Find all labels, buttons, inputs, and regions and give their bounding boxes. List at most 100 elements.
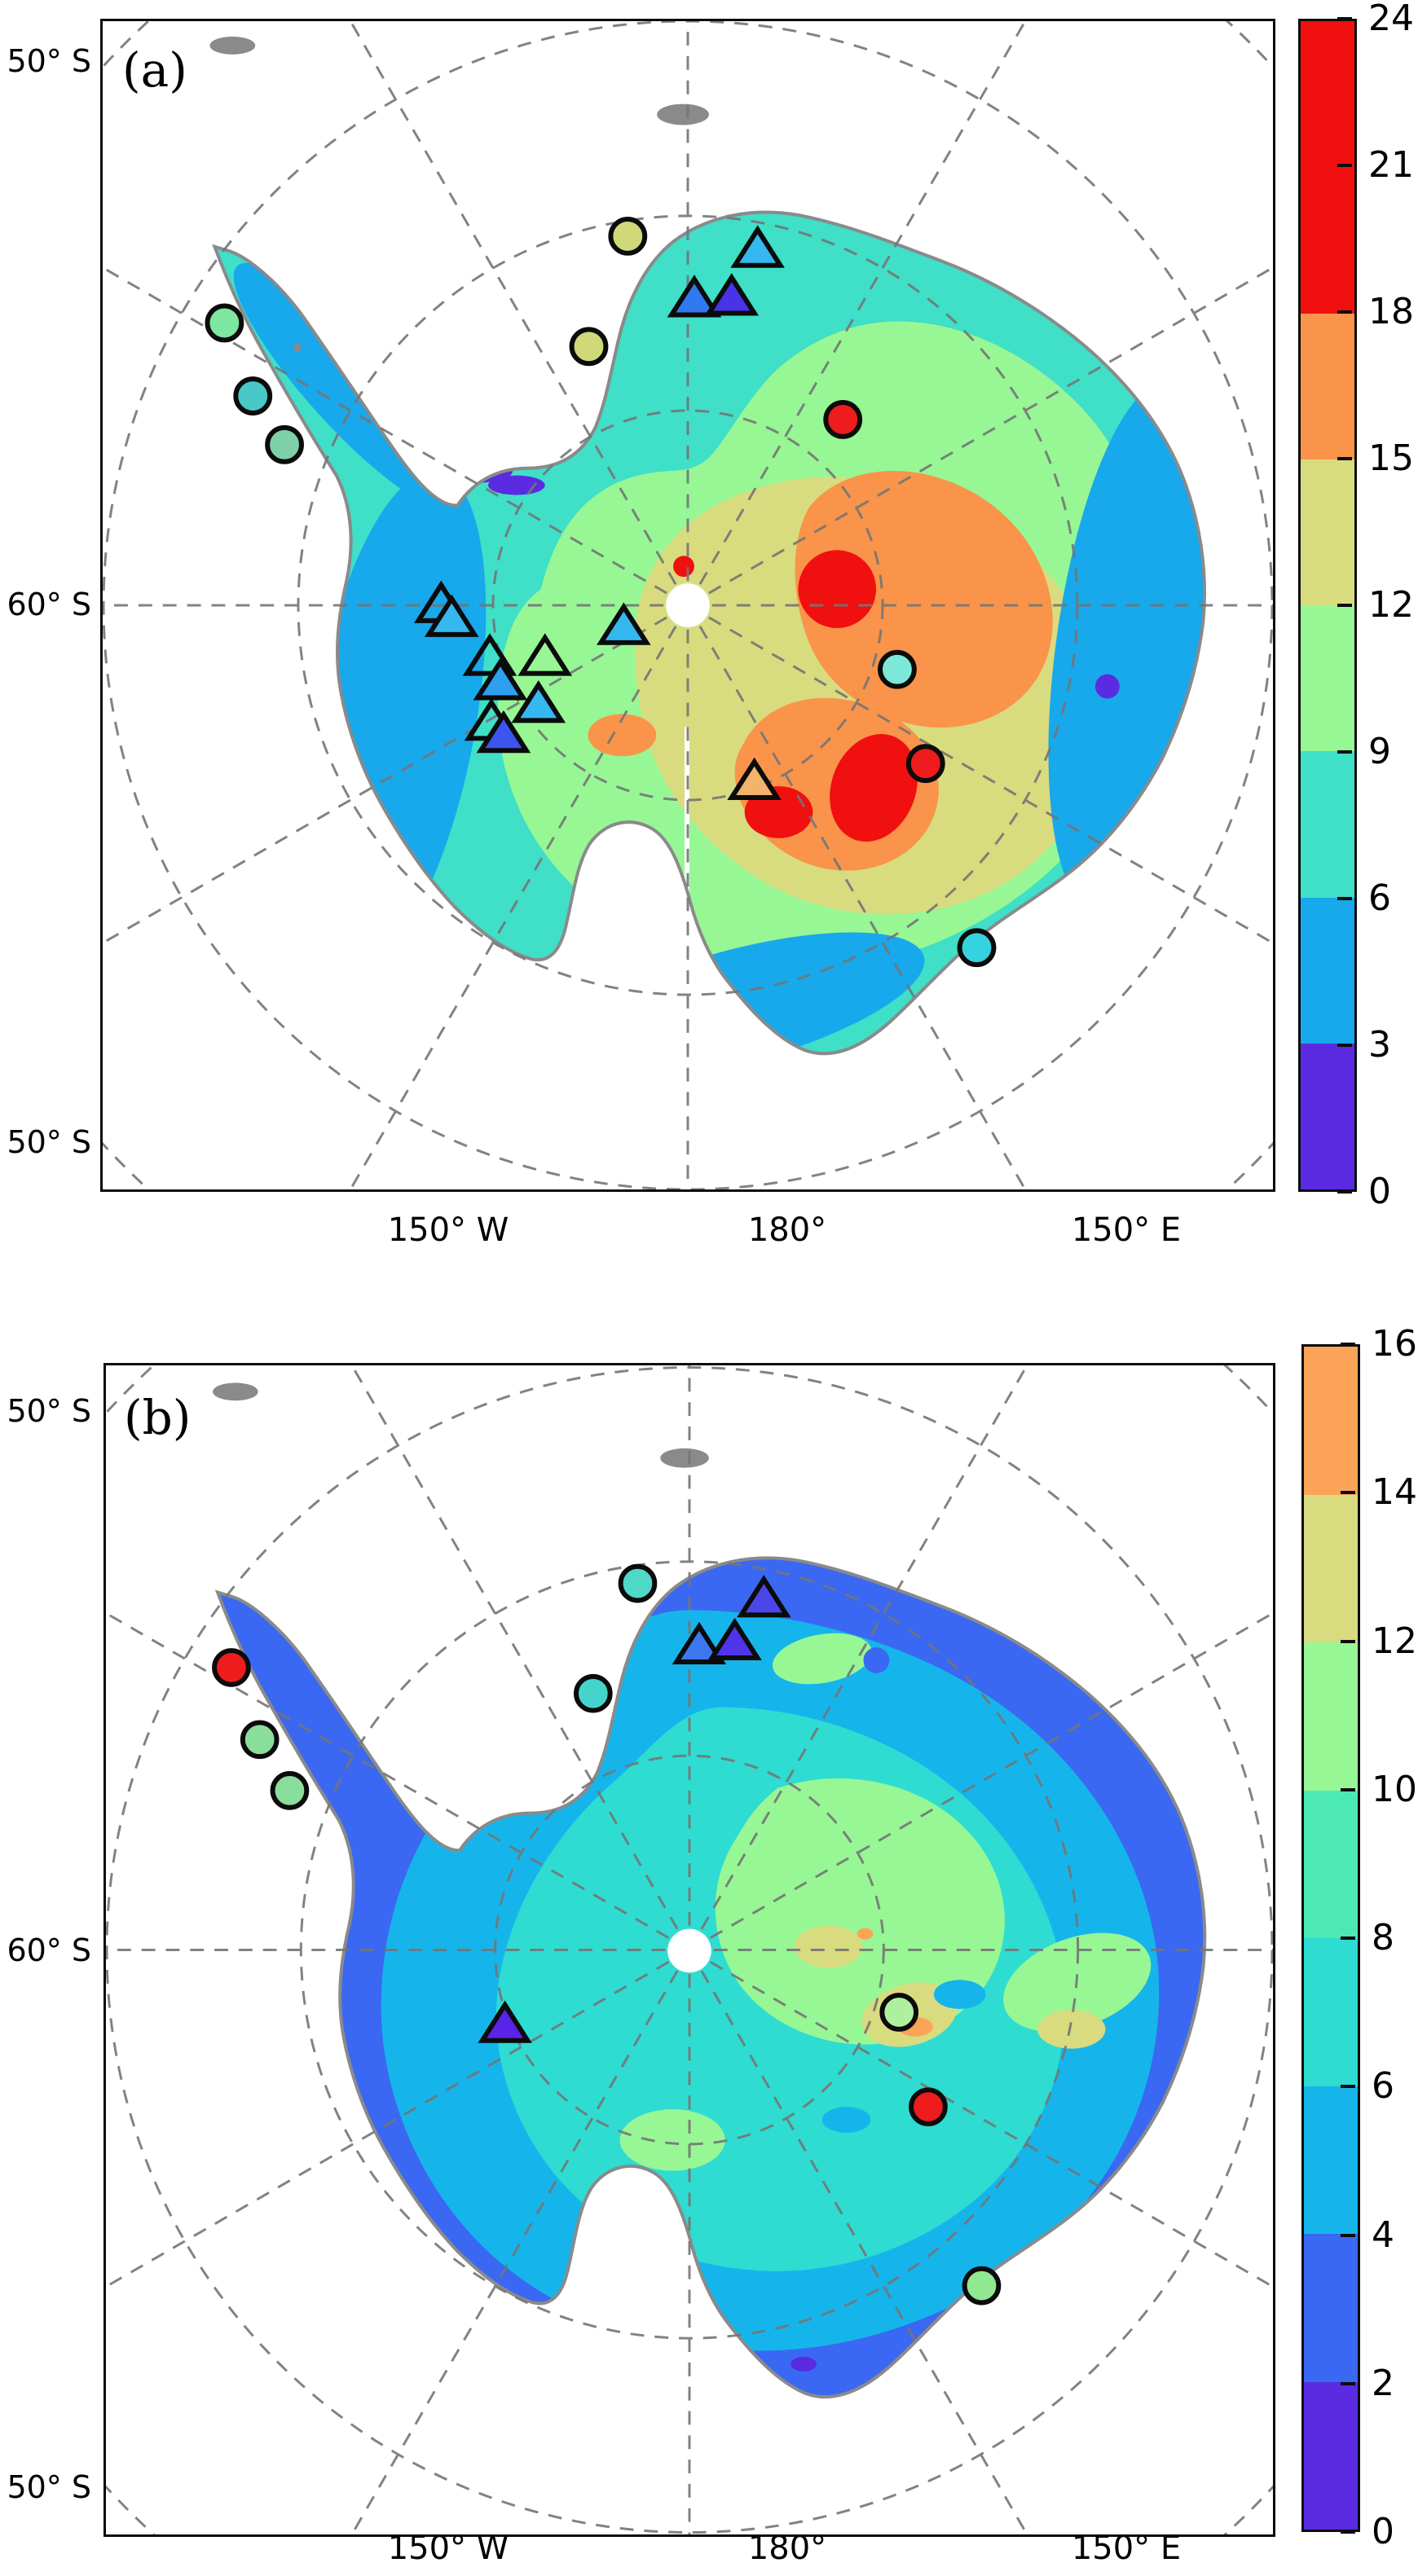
colorbar-segment bbox=[1301, 459, 1354, 605]
colorbar-b bbox=[1301, 1344, 1360, 2532]
colorbar-tick-label: 15 bbox=[1368, 437, 1414, 479]
islet bbox=[209, 36, 256, 55]
panel-label-b: (b) bbox=[124, 1390, 192, 1445]
longitude-tick-label: 150° E bbox=[1071, 2530, 1182, 2567]
colorbar-tick-label: 0 bbox=[1372, 2511, 1394, 2552]
latitude-tick-label: 50° S bbox=[7, 43, 91, 79]
station-circle-marker bbox=[879, 1993, 919, 2032]
colorbar-tick-label: 12 bbox=[1372, 1620, 1417, 1662]
colorbar-tick-label: 16 bbox=[1372, 1323, 1417, 1365]
colorbar-segment bbox=[1304, 1494, 1358, 1642]
colorbar-tick-label: 0 bbox=[1368, 1171, 1391, 1212]
islet bbox=[657, 103, 709, 125]
colorbar-tick-mark bbox=[1337, 1190, 1352, 1193]
colorbar-tick-label: 21 bbox=[1368, 144, 1414, 186]
colorbar-tick-label: 9 bbox=[1368, 731, 1391, 772]
colorbar-tick-mark bbox=[1341, 2085, 1355, 2089]
station-triangle-marker bbox=[727, 757, 782, 800]
colorbar-tick-mark bbox=[1337, 604, 1352, 607]
colorbar-tick-label: 10 bbox=[1372, 1768, 1417, 1810]
pole-dot bbox=[667, 1928, 711, 1973]
colorbar-segment bbox=[1301, 1043, 1354, 1189]
latitude-tick-label: 60° S bbox=[7, 587, 91, 622]
station-triangle-marker bbox=[424, 594, 479, 637]
colorbar-tick-mark bbox=[1341, 2530, 1355, 2534]
colorbar-tick-mark bbox=[1341, 1491, 1355, 1495]
colorbar-segment bbox=[1304, 1347, 1358, 1495]
station-triangle-marker bbox=[672, 1621, 727, 1664]
station-triangle-marker bbox=[597, 602, 651, 645]
antarctica-map-a bbox=[103, 21, 1273, 1189]
colorbar-tick-mark bbox=[1341, 1936, 1355, 1940]
station-circle-marker bbox=[233, 376, 273, 415]
colorbar-tick-mark bbox=[1337, 750, 1352, 754]
station-triangle-marker bbox=[707, 1617, 762, 1660]
colorbar-segment bbox=[1301, 313, 1354, 459]
graticule-b bbox=[106, 1365, 1273, 2534]
colorbar-tick-mark bbox=[1337, 897, 1352, 900]
colorbar-tick-mark bbox=[1337, 164, 1352, 167]
station-circle-marker bbox=[270, 1771, 310, 1810]
colorbar-tick-mark bbox=[1337, 457, 1352, 460]
longitude-tick-label: 150° W bbox=[387, 1211, 509, 1249]
map-panel-b bbox=[103, 1363, 1275, 2537]
colorbar-tick-mark bbox=[1341, 1787, 1355, 1791]
station-markers-a bbox=[205, 216, 997, 968]
colorbar-tick-label: 24 bbox=[1368, 0, 1414, 39]
station-triangle-marker bbox=[704, 273, 760, 316]
colorbar-segment bbox=[1301, 751, 1354, 898]
colorbar-tick-mark bbox=[1341, 1639, 1355, 1643]
station-circle-marker bbox=[205, 303, 244, 343]
longitude-tick-label: 150° W bbox=[387, 2530, 509, 2567]
colorbar-segment bbox=[1301, 21, 1354, 314]
longitude-tick-label: 150° E bbox=[1071, 1211, 1182, 1249]
map-panel-a bbox=[100, 19, 1275, 1192]
station-markers-b bbox=[212, 1563, 1002, 2306]
station-circle-marker bbox=[905, 744, 945, 784]
panel-label-a: (a) bbox=[122, 42, 187, 98]
colorbar-a bbox=[1298, 19, 1357, 1192]
islet bbox=[213, 1383, 258, 1401]
station-triangle-marker bbox=[737, 1575, 791, 1618]
station-circle-marker bbox=[823, 400, 863, 439]
station-circle-marker bbox=[957, 928, 997, 968]
colorbar-tick-label: 14 bbox=[1372, 1471, 1417, 1514]
colorbar-segment bbox=[1304, 2381, 1358, 2530]
station-circle-marker bbox=[878, 649, 917, 689]
contour-field-a bbox=[214, 212, 1205, 1054]
colorbar-tick-mark bbox=[1341, 1343, 1355, 1346]
longitude-tick-label: 180° bbox=[747, 2530, 827, 2567]
colorbar-tick-label: 6 bbox=[1372, 2065, 1394, 2108]
colorbar-segment bbox=[1304, 1790, 1358, 1938]
colorbar-tick-mark bbox=[1341, 2233, 1355, 2237]
latitude-tick-label: 50° S bbox=[7, 1393, 91, 1429]
station-triangle-marker bbox=[478, 2000, 532, 2043]
islet bbox=[293, 343, 302, 352]
station-circle-marker bbox=[212, 1648, 251, 1687]
station-circle-marker bbox=[962, 2266, 1002, 2306]
station-circle-marker bbox=[618, 1563, 658, 1603]
station-triangle-marker bbox=[462, 633, 517, 676]
graticule-a bbox=[103, 21, 1273, 1189]
contour-field-b bbox=[218, 1558, 1205, 2398]
colorbar-tick-label: 4 bbox=[1372, 2213, 1394, 2256]
colorbar-segment bbox=[1304, 1938, 1358, 2086]
pole-dot bbox=[666, 583, 710, 627]
islet bbox=[660, 1448, 709, 1468]
colorbar-segment bbox=[1304, 1642, 1358, 1791]
station-circle-marker bbox=[608, 216, 648, 256]
longitude-tick-label: 180° bbox=[747, 1211, 827, 1249]
station-circle-marker bbox=[265, 424, 304, 464]
station-triangle-marker bbox=[511, 680, 566, 723]
station-triangle-marker bbox=[473, 657, 528, 701]
latitude-tick-label: 50° S bbox=[7, 1124, 91, 1160]
latitude-tick-label: 60° S bbox=[7, 1932, 91, 1968]
station-circle-marker bbox=[573, 1673, 613, 1713]
station-triangle-marker bbox=[730, 225, 785, 268]
colorbar-tick-label: 3 bbox=[1368, 1024, 1391, 1066]
colorbar-segment bbox=[1304, 2234, 1358, 2382]
station-circle-marker bbox=[909, 2087, 948, 2126]
colorbar-segment bbox=[1301, 605, 1354, 752]
colorbar-segment bbox=[1304, 2086, 1358, 2234]
station-triangle-marker bbox=[517, 633, 573, 676]
